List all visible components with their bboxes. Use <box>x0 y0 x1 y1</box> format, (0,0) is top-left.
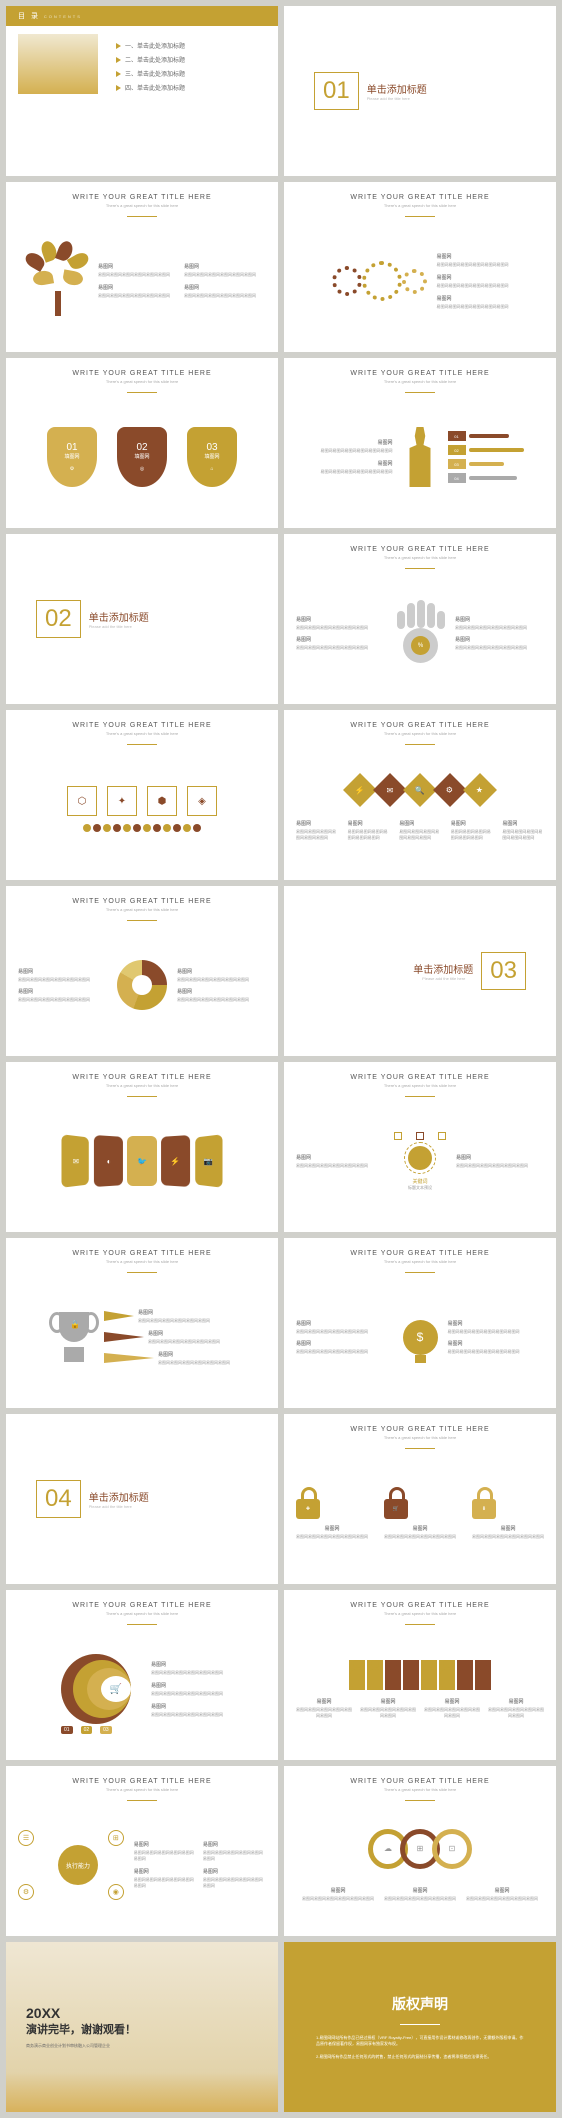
lightbulb-icon <box>408 1146 432 1170</box>
slide-toc: 目 录 CONTENTS 一、单击此处添加标题 二、单击此处添加标题 三、单击此… <box>6 6 278 176</box>
slide-gears: WRITE YOUR GREAT TITLE HEREThere's a gre… <box>284 182 556 352</box>
slide-section-03: 单击添加标题Please add the title here 03 <box>284 886 556 1056</box>
slide-shields: WRITE YOUR GREAT TITLE HEREThere's a gre… <box>6 358 278 528</box>
rings-icon: ☁ ⊞ ⊡ <box>368 1829 472 1869</box>
slide-hand: WRITE YOUR GREAT TITLE HEREThere's a gre… <box>284 534 556 704</box>
hand-icon: % <box>395 603 445 663</box>
slide-fan: WRITE YOUR GREAT TITLE HEREThere's a gre… <box>6 1062 278 1232</box>
shield-icon: 03填图网⌂ <box>187 427 237 487</box>
slide-copyright: 版权声明 1.易图网网站所有作品已经过授权（VRF Royalty-Free），… <box>284 1942 556 2112</box>
nested-circles: 🛒 010203 <box>61 1654 131 1724</box>
trophy-icon: 🔒 <box>54 1312 94 1362</box>
toc-image <box>18 34 98 94</box>
slide-section-04: 04 单击添加标题Please add the title here <box>6 1414 278 1584</box>
dna-icon <box>83 824 201 832</box>
gear-icon <box>362 261 402 301</box>
toc-list: 一、单击此处添加标题 二、单击此处添加标题 三、单击此处添加标题 四、单击此处添… <box>116 36 185 97</box>
person-icon <box>403 427 438 487</box>
slide-section-02: 02 单击添加标题Please add the title here <box>6 534 278 704</box>
slide-section-01: 01 单击添加标题Please add the title here <box>284 6 556 176</box>
slide-trophy: WRITE YOUR GREAT TITLE HEREThere's a gre… <box>6 1238 278 1408</box>
toc-header: 目 录 CONTENTS <box>6 6 278 26</box>
slide-person: WRITE YOUR GREAT TITLE HEREThere's a gre… <box>284 358 556 528</box>
slide-final: 20XX 演讲完毕，谢谢观看！ 商务演示商业创业计划书审核融入公司管理企业 <box>6 1942 278 2112</box>
molecule-icon: ⬢ <box>147 786 177 816</box>
slide-dna: WRITE YOUR GREAT TITLE HEREThere's a gre… <box>6 710 278 880</box>
molecule-icon: ✦ <box>107 786 137 816</box>
lock-icon: 🛒 <box>384 1499 408 1519</box>
lock-icon: ✚ <box>296 1499 320 1519</box>
money-bulb-icon: $ <box>403 1320 438 1355</box>
slide-nested: WRITE YOUR GREAT TITLE HEREThere's a gre… <box>6 1590 278 1760</box>
molecule-icon: ⬡ <box>67 786 97 816</box>
slide-tree: WRITE YOUR GREAT TITLE HEREThere's a gre… <box>6 182 278 352</box>
tree-icon <box>28 246 88 316</box>
slide-exec: WRITE YOUR GREAT TITLE HEREThere's a gre… <box>6 1766 278 1936</box>
slide-grid: 目 录 CONTENTS 一、单击此处添加标题 二、单击此处添加标题 三、单击此… <box>6 6 556 2112</box>
slide-idea: WRITE YOUR GREAT TITLE HEREThere's a gre… <box>284 1062 556 1232</box>
slide-rings: WRITE YOUR GREAT TITLE HEREThere's a gre… <box>284 1766 556 1936</box>
diamond-icon: ★ <box>463 773 497 807</box>
slide-diamonds: WRITE YOUR GREAT TITLE HEREThere's a gre… <box>284 710 556 880</box>
donut-chart <box>117 960 167 1010</box>
lock-icon: ⬇ <box>472 1499 496 1519</box>
slide-locks: WRITE YOUR GREAT TITLE HEREThere's a gre… <box>284 1414 556 1584</box>
slide-money-bulb: WRITE YOUR GREAT TITLE HEREThere's a gre… <box>284 1238 556 1408</box>
molecule-icon: ◈ <box>187 786 217 816</box>
gear-icon <box>332 266 362 296</box>
shield-icon: 02填图网◎ <box>117 427 167 487</box>
shield-icon: 01填图网⚙ <box>47 427 97 487</box>
people-icons <box>349 1660 491 1690</box>
slide-donut: WRITE YOUR GREAT TITLE HEREThere's a gre… <box>6 886 278 1056</box>
slide-people: WRITE YOUR GREAT TITLE HEREThere's a gre… <box>284 1590 556 1760</box>
gear-icon <box>402 269 427 294</box>
